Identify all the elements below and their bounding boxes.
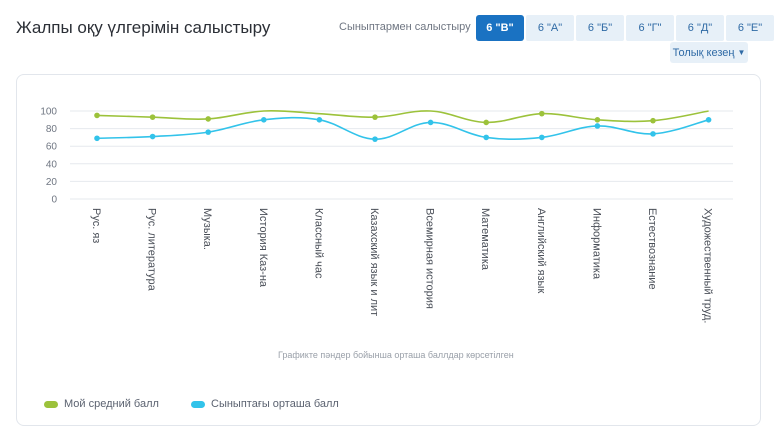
data-point-my <box>205 116 211 122</box>
data-point-my <box>539 110 545 117</box>
chart-card <box>16 74 761 426</box>
y-tick-label: 100 <box>40 107 57 118</box>
data-point-my <box>372 114 378 120</box>
x-tick-label: Рус. литература <box>146 208 158 292</box>
legend-swatch-class <box>191 400 205 408</box>
chevron-down-icon: ▼ <box>737 48 746 57</box>
tab-class-g[interactable]: 6 "Г" <box>626 15 674 41</box>
data-point-class <box>316 117 323 123</box>
tab-class-a[interactable]: 6 "А" <box>526 15 574 41</box>
x-tick-label: Музыка. <box>201 208 213 250</box>
legend-item-my[interactable]: Мой средний балл <box>44 398 159 410</box>
legend-swatch-my <box>44 400 58 408</box>
period-dropdown[interactable]: Толық кезең ▼ <box>670 42 748 63</box>
data-point-my <box>149 114 156 120</box>
x-tick-label: Математика <box>479 208 491 271</box>
tab-class-v[interactable]: 6 "В" <box>476 15 524 41</box>
period-label: Толық кезең <box>672 46 735 59</box>
x-tick-label: Художественный труд. <box>702 208 714 323</box>
data-point-class <box>650 131 656 137</box>
x-tick-label: Всемирная история <box>424 208 436 309</box>
y-tick-label: 20 <box>46 177 58 188</box>
data-point-class <box>539 134 545 141</box>
data-point-my <box>650 117 656 124</box>
data-point-class <box>427 119 434 126</box>
y-tick-label: 40 <box>46 159 58 170</box>
x-tick-label: Классный час <box>312 208 324 279</box>
x-tick-label: Казахский язык и лит <box>368 208 380 316</box>
compare-label: Сыныптармен салыстыру <box>339 21 471 33</box>
x-tick-label: История Каз-на <box>257 208 269 288</box>
class-tabs: 6 "В" 6 "А" 6 "Б" 6 "Г" 6 "Д" 6 "Е" <box>476 15 776 41</box>
data-point-class <box>594 123 601 129</box>
tab-class-b[interactable]: 6 "Б" <box>576 15 624 41</box>
data-point-class <box>94 135 100 142</box>
tab-class-d[interactable]: 6 "Д" <box>676 15 724 41</box>
y-tick-label: 60 <box>46 142 58 153</box>
data-point-class <box>705 117 712 123</box>
data-point-my <box>483 119 490 126</box>
data-point-class <box>149 133 156 140</box>
data-point-class <box>372 136 378 142</box>
page-title: Жалпы оқу үлгерімін салыстыру <box>16 18 271 37</box>
series-line-my-average <box>96 109 709 124</box>
chart-note: Графикте пәндер бойынша орташа баллдар к… <box>278 350 514 360</box>
x-tick-label: Рус. яз <box>90 208 102 243</box>
data-point-my <box>94 112 100 119</box>
legend-label-my: Мой средний балл <box>64 398 159 410</box>
data-point-class <box>261 117 267 123</box>
x-tick-label: Естествознание <box>646 208 658 290</box>
x-tick-label: Английский язык <box>535 208 547 293</box>
tab-class-e[interactable]: 6 "Е" <box>726 15 774 41</box>
y-tick-label: 80 <box>46 124 58 135</box>
series-line-class-average <box>96 116 709 140</box>
x-tick-label: Информатика <box>590 208 602 280</box>
data-point-class <box>483 134 490 141</box>
data-point-my <box>594 117 601 123</box>
y-tick-label: 0 <box>51 195 57 206</box>
legend-item-class[interactable]: Сыныптағы орташа балл <box>191 398 339 410</box>
legend-label-class: Сыныптағы орташа балл <box>211 398 339 410</box>
data-point-class <box>205 129 211 135</box>
